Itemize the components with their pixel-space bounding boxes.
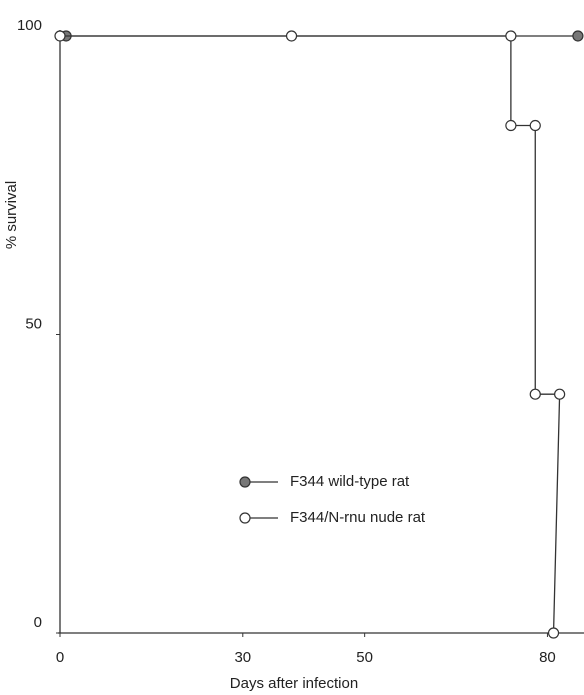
marker bbox=[54, 30, 66, 42]
marker bbox=[572, 30, 584, 42]
y-tick-label: 0 bbox=[34, 614, 42, 631]
x-tick-label: 30 bbox=[234, 649, 251, 666]
x-axis-label: Days after infection bbox=[230, 675, 358, 692]
x-tick-label: 50 bbox=[356, 649, 373, 666]
legend-label: F344/N-rnu nude rat bbox=[290, 509, 426, 526]
marker bbox=[529, 388, 541, 400]
marker bbox=[505, 30, 517, 42]
legend-marker bbox=[239, 512, 251, 524]
survival-line bbox=[60, 35, 561, 634]
legend-marker bbox=[239, 476, 251, 488]
x-tick-label: 80 bbox=[539, 649, 556, 666]
x-tick-label: 0 bbox=[56, 649, 64, 666]
y-tick-label: 50 bbox=[25, 315, 42, 332]
marker bbox=[554, 388, 566, 400]
marker bbox=[285, 30, 298, 42]
marker bbox=[529, 119, 541, 132]
y-tick-label: 100 bbox=[17, 17, 42, 34]
marker bbox=[547, 627, 560, 639]
legend-label: F344 wild-type rat bbox=[290, 473, 410, 490]
y-axis-label: % survival bbox=[3, 181, 20, 249]
marker bbox=[505, 119, 517, 132]
